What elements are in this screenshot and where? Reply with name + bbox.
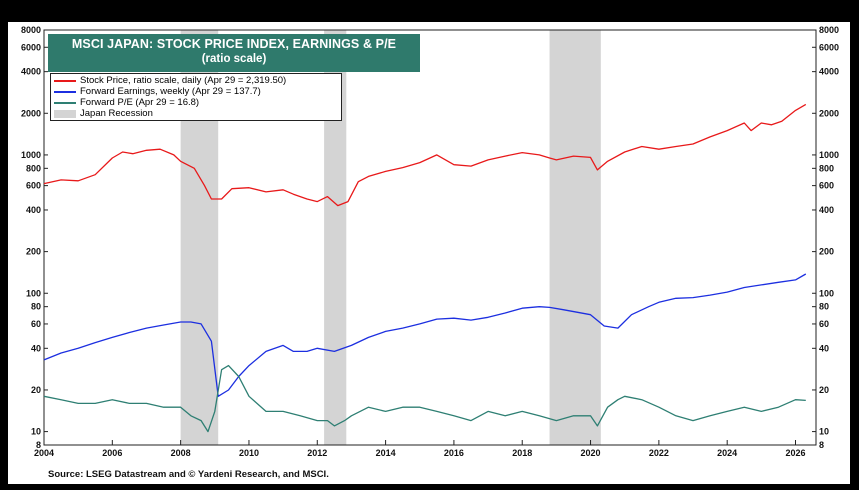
- y-tick-label-left: 80: [31, 302, 41, 312]
- legend-label: Forward P/E (Apr 29 = 16.8): [80, 97, 200, 108]
- x-tick-label: 2022: [649, 448, 669, 458]
- plot-border: [43, 29, 817, 446]
- legend: Stock Price, ratio scale, daily (Apr 29 …: [50, 73, 342, 121]
- y-tick-label-right: 6000: [819, 42, 839, 52]
- y-tick-label-left: 6000: [21, 42, 41, 52]
- x-tick-label: 2020: [581, 448, 601, 458]
- y-tick-label-left: 100: [26, 288, 41, 298]
- legend-swatch: [54, 101, 76, 104]
- chart-title-box: MSCI JAPAN: STOCK PRICE INDEX, EARNINGS …: [48, 34, 420, 72]
- legend-swatch: [54, 79, 76, 82]
- x-tick-label: 2014: [376, 448, 396, 458]
- y-tick-label-left: 8000: [21, 25, 41, 35]
- y-tick-label-right: 20: [819, 385, 829, 395]
- y-tick-label-right: 80: [819, 302, 829, 312]
- series-line-forward-p-e: [43, 364, 806, 433]
- y-tick-label-right: 8000: [819, 25, 839, 35]
- y-tick-label-right: 60: [819, 319, 829, 329]
- y-tick-label-left: 10: [31, 427, 41, 437]
- chart-subtitle: (ratio scale): [201, 53, 267, 65]
- legend-item-forward-pe: Forward P/E (Apr 29 = 16.8): [54, 97, 338, 108]
- x-tick-label: 2004: [34, 448, 54, 458]
- y-tick-label-right: 1000: [819, 150, 839, 160]
- axis-layer: 8000 8000 6000 6000 4000 4000 2000 2000 1000 1000…: [21, 25, 839, 458]
- y-tick-label-left: 8: [36, 440, 41, 450]
- y-tick-label-left: 600: [26, 181, 41, 191]
- legend-label: Japan Recession: [80, 108, 153, 119]
- series-line-stock-price: [43, 103, 807, 207]
- series-line-forward-earnings: [43, 273, 807, 397]
- legend-item-stock-price: Stock Price, ratio scale, daily (Apr 29 …: [54, 75, 338, 86]
- x-tick-label: 2008: [171, 448, 191, 458]
- y-tick-label-right: 10: [819, 427, 829, 437]
- y-tick-label-left: 400: [26, 205, 41, 215]
- legend-swatch: [54, 109, 76, 118]
- recession-band: [324, 30, 347, 445]
- y-tick-label-left: 20: [31, 385, 41, 395]
- y-tick-label-left: 1000: [21, 150, 41, 160]
- y-tick-label-right: 400: [819, 205, 834, 215]
- y-tick-label-right: 800: [819, 163, 834, 173]
- x-tick-label: 2016: [444, 448, 464, 458]
- y-tick-label-left: 2000: [21, 108, 41, 118]
- y-tick-label-left: 800: [26, 163, 41, 173]
- legend-item-japan-recession: Japan Recession: [54, 108, 338, 119]
- y-tick-label-right: 2000: [819, 108, 839, 118]
- chart-title: MSCI JAPAN: STOCK PRICE INDEX, EARNINGS …: [71, 37, 397, 51]
- y-tick-label-right: 8: [819, 440, 824, 450]
- legend-item-forward-earnings: Forward Earnings, weekly (Apr 29 = 137.7…: [54, 86, 338, 97]
- x-tick-label: 2026: [785, 448, 805, 458]
- y-tick-label-right: 200: [819, 247, 834, 257]
- y-tick-label-right: 600: [819, 181, 834, 191]
- x-tick-label: 2024: [717, 448, 737, 458]
- legend-swatch: [54, 90, 76, 93]
- y-tick-label-right: 100: [819, 288, 834, 298]
- series-layer: [43, 103, 807, 433]
- recession-band: [549, 30, 601, 445]
- legend-label: Forward Earnings, weekly (Apr 29 = 137.7…: [80, 86, 261, 97]
- y-tick-label-left: 60: [31, 319, 41, 329]
- y-tick-label-left: 4000: [21, 67, 41, 77]
- x-tick-label: 2010: [239, 448, 259, 458]
- x-tick-label: 2012: [307, 448, 327, 458]
- y-tick-label-right: 4000: [819, 67, 839, 77]
- y-tick-label-left: 200: [26, 247, 41, 257]
- source-note: Source: LSEG Datastream and © Yardeni Re…: [48, 469, 329, 480]
- y-tick-label-right: 40: [819, 343, 829, 353]
- x-tick-label: 2018: [512, 448, 532, 458]
- y-tick-label-left: 40: [31, 343, 41, 353]
- legend-label: Stock Price, ratio scale, daily (Apr 29 …: [80, 75, 287, 86]
- x-tick-label: 2006: [102, 448, 122, 458]
